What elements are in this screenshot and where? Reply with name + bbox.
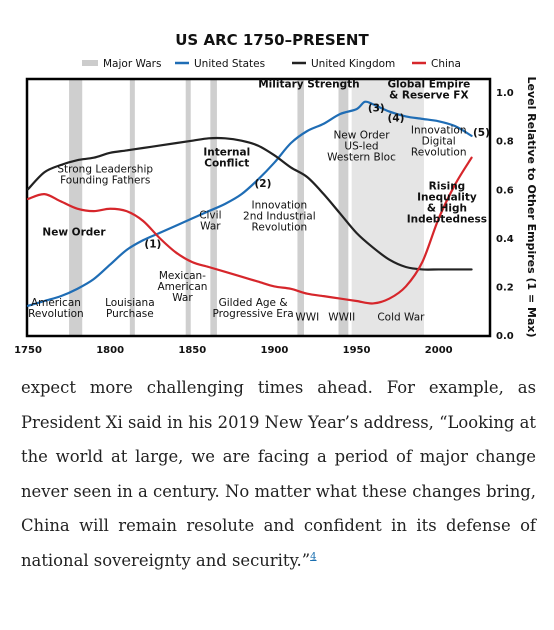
annotation-rising-inequality: Rising Inequality & High Indebtedness (407, 180, 487, 225)
plot-frame (25, 77, 492, 338)
series-lines (26, 100, 473, 307)
annotation-internal-conflict: Internal Conflict (203, 146, 250, 169)
war-band-civil-war (210, 80, 217, 335)
annotation-marker-1: (1) (144, 239, 161, 251)
annotation-marker-5: (5) (473, 127, 490, 139)
legend-label-china: China (431, 58, 461, 70)
annotation-military-strength: Military Strength (258, 78, 359, 90)
annotation-innovation-2: Innovation Digital Revolution (411, 124, 467, 158)
series-line-united-states (26, 100, 473, 307)
y-axis-ticks: 0.0 0.2 0.4 0.6 0.8 1.0 (496, 88, 514, 342)
annotation-new-order-1: New Order (42, 226, 106, 238)
legend-label-united-states: United States (194, 58, 265, 70)
annotation-new-order-2: New Order US-led Western Bloc (327, 129, 396, 163)
war-band-cold-war (351, 80, 424, 335)
annotation-civil-war: Civil War (199, 209, 221, 232)
annotation-war-wwi: WWI (295, 311, 319, 323)
x-tick-label: 1900 (261, 345, 289, 356)
war-band-war-of-1812 (129, 80, 135, 335)
legend-label-united-kingdom: United Kingdom (311, 58, 395, 70)
y-tick-label: 0.8 (496, 137, 514, 148)
x-tick-label: 2000 (425, 345, 453, 356)
annotation-war-cold-war: Cold War (377, 311, 425, 323)
war-bands (69, 80, 424, 335)
body-paragraph: expect more challenging times ahead. For… (21, 371, 536, 578)
annotation-war-wwii: WWII (328, 311, 355, 323)
footnote-link[interactable]: 4 (310, 551, 317, 563)
y-tick-label: 0.6 (496, 185, 514, 196)
y-tick-label: 0.0 (496, 331, 514, 342)
war-band-mexican-american-war (185, 80, 191, 335)
chart-title: US ARC 1750–PRESENT (175, 31, 369, 49)
x-tick-label: 1800 (96, 345, 124, 356)
x-axis-ticks: 1750 1800 1850 1900 1950 2000 (14, 345, 453, 356)
series-line-united-kingdom (26, 136, 473, 271)
annotation-innovation-1: Innovation 2nd Industrial Revolution (243, 200, 316, 234)
y-tick-label: 0.2 (496, 282, 514, 293)
chart-annotations: New Order Strong Leadership Founding Fathe… (28, 78, 490, 323)
y-tick-label: 0.4 (496, 234, 514, 245)
x-tick-label: 1750 (14, 345, 42, 356)
war-band-wwii (338, 80, 349, 335)
body-text: expect more challenging times ahead. For… (21, 378, 536, 570)
annotation-global-empire: Global Empire & Reserve FX (387, 78, 470, 101)
war-band-wwi (297, 80, 304, 335)
annotation-war-louisiana: Louisiana Purchase (105, 297, 155, 320)
annotation-war-gilded-age: Gilded Age & Progressive Era (213, 297, 294, 320)
x-tick-label: 1950 (343, 345, 371, 356)
chart-legend: Major Wars United States United Kingdom Chi… (82, 58, 461, 70)
annotation-marker-3: (3) (368, 103, 385, 115)
annotation-marker-4: (4) (388, 112, 405, 124)
y-tick-label: 1.0 (496, 88, 514, 99)
legend-label-major-wars: Major Wars (103, 58, 161, 70)
x-tick-label: 1850 (178, 345, 206, 356)
y-axis-label: Level Relative to Other Empires (1 = Max… (525, 76, 538, 337)
annotation-war-mexican-american: Mexican-American War (157, 270, 207, 304)
annotation-strong-leadership: Strong Leadership Founding Fathers (57, 163, 153, 186)
annotation-marker-2: (2) (254, 178, 271, 190)
annotation-war-american-revolution: American Revolution (28, 297, 84, 320)
us-arc-chart: US ARC 1750–PRESENT Major Wars United Sta… (14, 31, 538, 356)
series-line-china (26, 156, 473, 305)
